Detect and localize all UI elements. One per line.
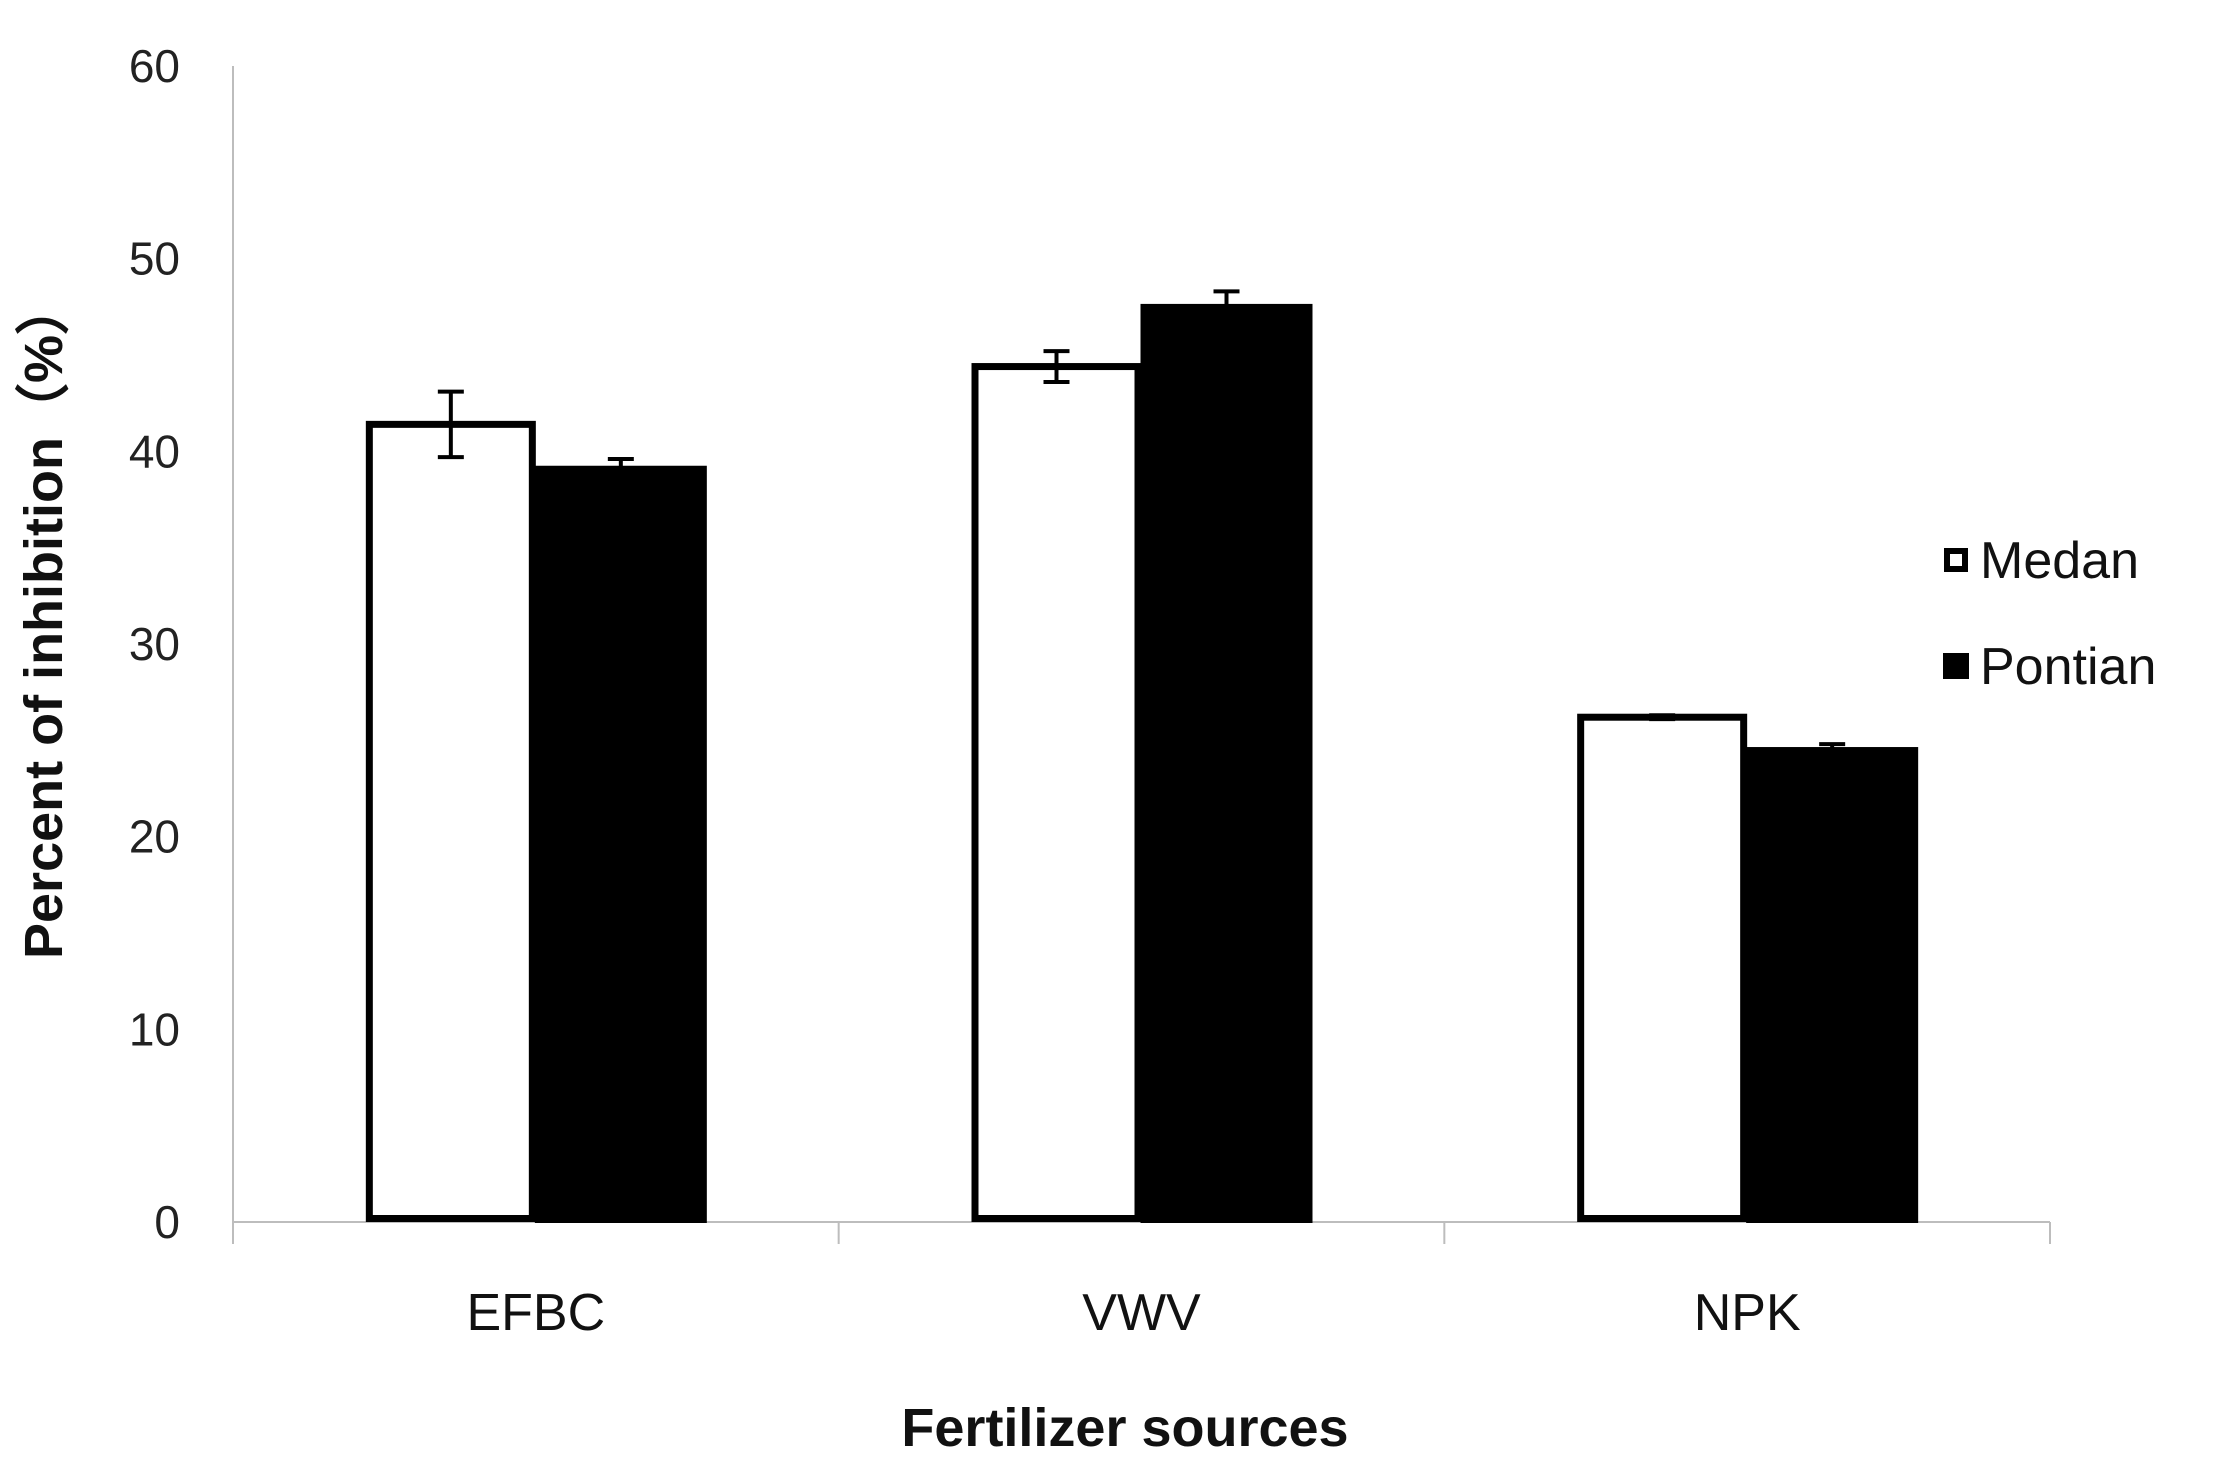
legend-swatch xyxy=(1944,548,1968,572)
legend-label: Pontian xyxy=(1980,638,2156,696)
error-bar-pontian-efbc xyxy=(607,457,634,477)
x-axis-title: Fertilizer sources xyxy=(901,1398,1348,1458)
bars xyxy=(365,303,1919,1224)
legend-label: Medan xyxy=(1980,532,2139,590)
y-tick-label: 10 xyxy=(129,1003,180,1055)
bar-pontian-npk xyxy=(1746,747,1919,1223)
y-tick-label: 50 xyxy=(129,233,180,285)
y-tick-label: 40 xyxy=(129,425,180,477)
y-axis-title: Percent of inhibition（%） xyxy=(14,281,74,959)
y-tick-label: 30 xyxy=(129,618,180,670)
x-axis: EFBC VWV NPK xyxy=(232,1221,2051,1342)
bar-medan-vwv xyxy=(971,363,1142,1222)
bar-medan-efbc xyxy=(365,420,536,1222)
x-tick-label: VWV xyxy=(1082,1284,1201,1342)
legend-item-medan: Medan xyxy=(1944,532,2139,590)
bar-medan-npk xyxy=(1577,713,1748,1222)
y-tick-label: 0 xyxy=(154,1196,180,1248)
y-axis: 0 10 20 30 40 50 60 xyxy=(129,40,234,1248)
error-bars xyxy=(437,289,1846,754)
error-bar-medan-vwv xyxy=(1043,349,1070,384)
error-bar-pontian-vwv xyxy=(1213,289,1240,321)
bar-pontian-vwv xyxy=(1140,303,1313,1223)
error-bar-pontian-npk xyxy=(1819,742,1846,754)
legend: Medan Pontian xyxy=(1943,532,2156,696)
y-tick-label: 20 xyxy=(129,811,180,863)
x-tick-label: EFBC xyxy=(466,1284,605,1342)
x-tick-label: NPK xyxy=(1694,1284,1801,1342)
y-tick-label: 60 xyxy=(129,40,180,92)
error-bar-medan-npk xyxy=(1649,713,1676,722)
legend-item-pontian: Pontian xyxy=(1943,638,2156,696)
error-bar-medan-efbc xyxy=(437,389,464,460)
bar-pontian-efbc xyxy=(534,465,707,1224)
legend-swatch xyxy=(1943,653,1969,679)
